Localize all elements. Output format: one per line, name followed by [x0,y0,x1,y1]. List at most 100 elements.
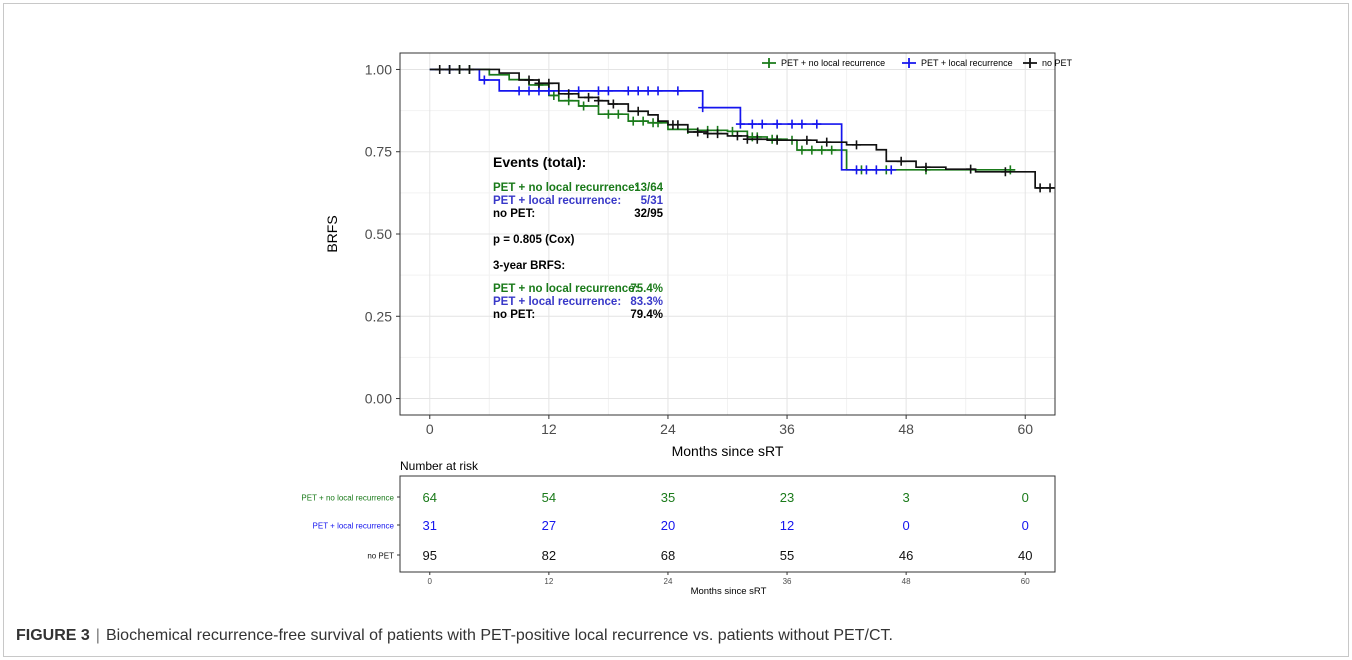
censor-mark [593,96,603,106]
events-row-label: PET + local recurrence: [493,195,621,207]
censor-mark [608,99,618,109]
censor-mark [633,86,643,96]
risk-row-label: no PET [367,552,394,561]
censor-mark [747,119,757,129]
legend: PET + no local recurrence PET + local rec… [762,58,1073,68]
censor-mark [852,140,862,150]
censor-mark [673,86,683,96]
risk-count: 0 [1022,490,1029,505]
censor-mark [673,120,683,130]
censor-mark [534,86,544,96]
risk-count: 40 [1018,548,1032,563]
stats-annotation: Events (total): PET + no local recurrence… [493,154,664,321]
censor-mark [827,145,837,155]
x-axis-title: Months since sRT [672,443,784,459]
x-tick-label: 24 [660,421,676,437]
x-tick-label: 0 [426,421,434,437]
brfs-row-label: PET + no local recurrence: [493,283,638,295]
risk-row-label: PET + local recurrence [313,522,395,531]
censor-mark [1000,167,1010,177]
censor-mark [772,119,782,129]
censor-mark [772,135,782,145]
risk-count: 35 [661,490,675,505]
censor-mark [479,75,489,85]
risk-count: 23 [780,490,794,505]
censor-mark [703,129,713,139]
censor-mark [628,116,638,126]
events-row-label: PET + no local recurrence: [493,182,638,194]
risk-count: 3 [903,490,910,505]
censor-mark [633,106,643,116]
censor-mark [579,101,589,111]
censor-mark [752,134,762,144]
risk-table-title: Number at risk [400,459,479,473]
risk-count: 27 [542,518,556,533]
events-row-value: 13/64 [634,182,663,194]
legend-label: PET + no local recurrence [781,58,885,68]
censor-mark [455,64,465,74]
censor-mark [807,145,817,155]
censor-mark [727,126,737,136]
risk-count: 55 [780,548,794,563]
censor-mark [435,64,445,74]
censor-mark [464,64,474,74]
risk-table-border [399,475,1056,573]
brfs-row-value: 79.4% [630,309,663,321]
censor-mark [584,92,594,102]
censor-mark [797,145,807,155]
censor-mark [713,129,723,139]
brfs-row-value: 83.3% [630,296,663,308]
censor-mark [549,90,559,100]
censor-mark [921,162,931,172]
legend-key [1023,58,1037,68]
p-value: p = 0.805 (Cox) [493,234,575,246]
censor-mark [732,131,742,141]
censor-mark [653,86,663,96]
x-tick-label: 60 [1017,421,1033,437]
censor-mark [544,86,554,96]
figure-frame [3,3,1349,657]
censor-mark [817,145,827,155]
legend-label: no PET [1042,58,1073,68]
y-axis-title: BRFS [324,215,340,252]
censor-mark [735,119,745,129]
censor-mark [812,119,822,129]
censor-mark [524,75,534,85]
censor-mark [1035,183,1045,193]
censor-mark [623,86,633,96]
censor-mark [1045,183,1055,193]
risk-x-tick-label: 24 [664,577,673,586]
censor-mark [822,137,832,147]
events-title: Events (total): [493,154,586,170]
censor-mark [896,156,906,166]
risk-x-tick-label: 60 [1021,577,1030,586]
legend-key [762,58,776,68]
brfs-row-label: no PET: [493,309,535,321]
series-pet-local-recurrence [429,64,897,175]
events-row-value: 32/95 [634,208,663,220]
risk-table-panel: Number at risk PET + no local recurrence 6… [301,459,1056,597]
km-plot-panel: 0 12 24 36 48 60 0.00 0.25 0.50 0.75 1.00 Months si… [324,52,1073,459]
censor-mark [638,116,648,126]
risk-count: 64 [423,490,437,505]
censor-mark [613,109,623,119]
risk-count: 0 [1022,518,1029,533]
censor-mark [802,135,812,145]
risk-count: 54 [542,490,556,505]
km-figure: 0 12 24 36 48 60 0.00 0.25 0.50 0.75 1.00 Months si… [301,52,1073,597]
events-row-label: no PET: [493,208,535,220]
censor-mark [787,119,797,129]
x-tick-label: 36 [779,421,795,437]
censor-mark [1005,165,1015,175]
censor-mark [564,89,574,99]
y-tick-label: 0.25 [365,308,392,324]
caption-separator: | [95,627,100,644]
risk-count: 82 [542,548,556,563]
censor-mark [797,119,807,129]
censor-mark [593,86,603,96]
censor-mark [698,103,708,113]
censor-mark [693,127,703,137]
risk-count: 46 [899,548,913,563]
y-tick-label: 0.50 [365,226,392,242]
censor-mark [643,86,653,96]
